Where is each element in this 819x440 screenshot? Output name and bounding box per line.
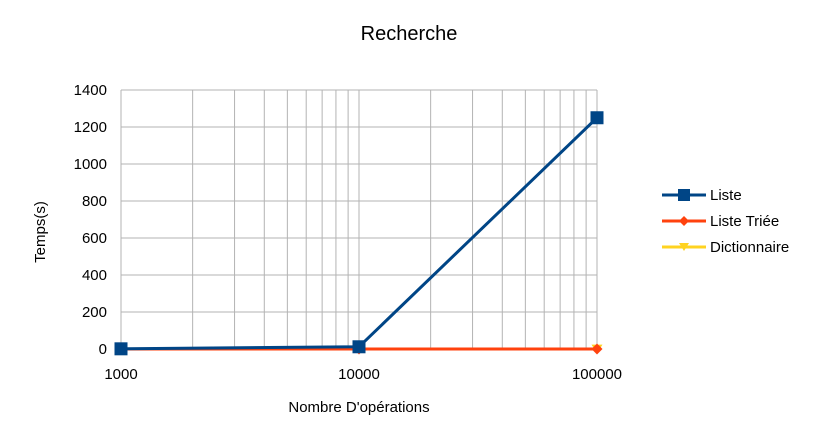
data-point bbox=[591, 343, 603, 355]
x-tick-labels: 1000 10000 100000 bbox=[104, 366, 622, 383]
data-point bbox=[679, 216, 689, 226]
data-point bbox=[114, 342, 128, 356]
legend-label: Dictionnaire bbox=[710, 239, 789, 256]
data-point bbox=[678, 189, 690, 201]
legend: Liste Liste Triée Dictionnaire bbox=[662, 187, 789, 256]
x-tick-label: 1000 bbox=[104, 366, 137, 383]
y-tick-label: 400 bbox=[82, 267, 107, 284]
legend-item: Dictionnaire bbox=[662, 239, 789, 256]
legend-item: Liste bbox=[662, 187, 742, 204]
y-tick-label: 1200 bbox=[74, 119, 107, 136]
y-tick-label: 1400 bbox=[74, 82, 107, 99]
series-group bbox=[114, 111, 604, 356]
data-point bbox=[679, 243, 689, 251]
y-axis-label: Temps(s) bbox=[32, 201, 49, 263]
chart-title: Recherche bbox=[361, 23, 458, 45]
y-tick-label: 800 bbox=[82, 193, 107, 210]
legend-label: Liste bbox=[710, 187, 742, 204]
y-tick-label: 200 bbox=[82, 304, 107, 321]
data-point bbox=[352, 340, 366, 354]
x-tick-label: 10000 bbox=[338, 366, 380, 383]
y-tick-label: 600 bbox=[82, 230, 107, 247]
y-tick-label: 1000 bbox=[74, 156, 107, 173]
x-axis-label: Nombre D'opérations bbox=[288, 399, 429, 416]
y-tick-label: 0 bbox=[99, 341, 107, 358]
y-tick-labels: 0 200 400 600 800 1000 1200 1400 bbox=[74, 82, 107, 358]
data-point bbox=[590, 111, 604, 125]
legend-label: Liste Triée bbox=[710, 213, 779, 230]
series-liste bbox=[114, 111, 604, 356]
x-tick-label: 100000 bbox=[572, 366, 622, 383]
grid-lines bbox=[120, 89, 598, 350]
legend-item: Liste Triée bbox=[662, 213, 779, 230]
